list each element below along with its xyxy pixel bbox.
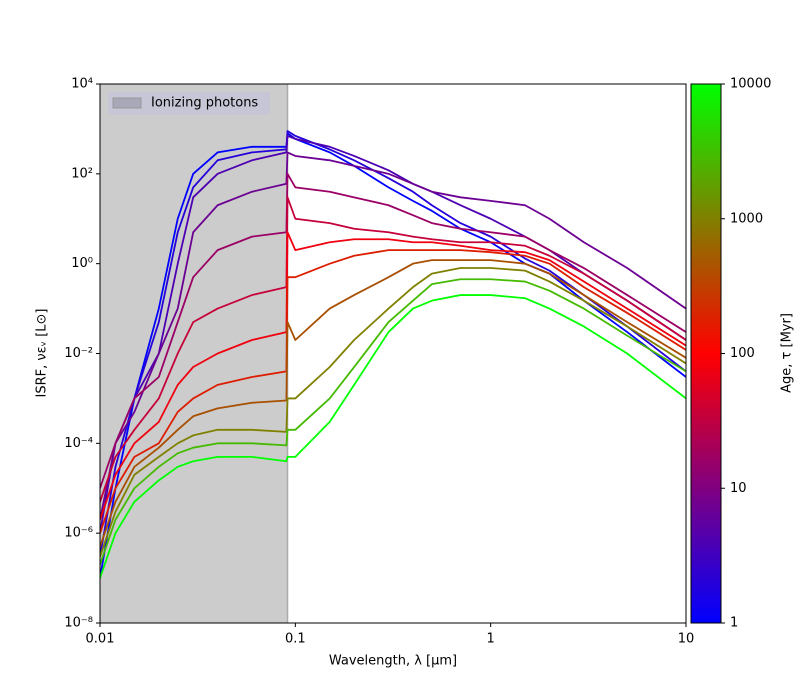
- y-tick-label: 10⁻⁴: [64, 436, 93, 451]
- spectrum-line: [100, 130, 686, 557]
- colorbar-label: Age, τ [Myr]: [780, 313, 795, 393]
- spectrum-line: [100, 259, 686, 547]
- legend-patch: [112, 97, 142, 109]
- spectrum-line: [100, 151, 686, 520]
- colorbar-tick-label: 10000: [730, 77, 771, 92]
- spectrum-line: [100, 172, 686, 489]
- y-axis-label: ISRF, νεᵥ [L⊙]: [35, 309, 50, 398]
- colorbar-tick-label: 10: [730, 481, 747, 496]
- legend-label: Ionizing photons: [151, 96, 258, 111]
- y-tick-label: 10⁻⁶: [64, 526, 93, 541]
- y-tick-label: 10⁻²: [64, 346, 93, 361]
- spectrum-line: [100, 267, 686, 557]
- y-tick-label: 10⁻⁸: [64, 616, 93, 631]
- colorbar-tick-label: 1: [730, 616, 738, 631]
- spectrum-line: [100, 294, 686, 579]
- y-tick-label: 10²: [71, 166, 93, 181]
- y-tick-label: 10⁰: [71, 256, 93, 271]
- colorbar-tick-label: 1000: [730, 211, 763, 226]
- spectrum-line: [100, 278, 686, 565]
- colorbar: [690, 83, 722, 624]
- colorbar-tick-label: 100: [730, 346, 755, 361]
- spectrum-line: [100, 196, 686, 503]
- y-tick-label: 10⁴: [71, 77, 93, 92]
- x-tick-label: 1: [487, 632, 495, 647]
- x-axis-label: Wavelength, λ [μm]: [329, 654, 457, 669]
- legend-box: [108, 92, 270, 115]
- x-tick-label: 10: [678, 632, 695, 647]
- spectrum-line: [100, 249, 686, 534]
- shaded-region: [100, 84, 288, 623]
- x-tick-label: 0.01: [86, 632, 115, 647]
- x-tick-label: 0.1: [285, 632, 306, 647]
- lines: [100, 130, 686, 579]
- spectrum-line: [100, 231, 686, 520]
